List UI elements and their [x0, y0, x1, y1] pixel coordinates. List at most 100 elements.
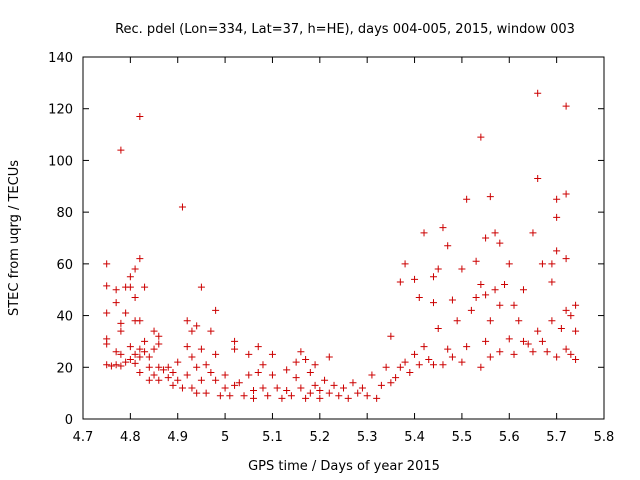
- data-point: [396, 278, 404, 286]
- data-point: [458, 265, 466, 273]
- chart-title: Rec. pdel (Lon=334, Lat=37, h=HE), days …: [115, 22, 575, 37]
- data-point: [411, 275, 419, 283]
- data-point: [145, 353, 153, 361]
- data-point: [131, 265, 139, 273]
- data-point: [112, 286, 120, 294]
- data-point: [363, 392, 371, 400]
- y-tick-label: 0: [65, 413, 73, 428]
- data-point: [245, 350, 253, 358]
- data-point: [392, 374, 400, 382]
- data-point: [562, 345, 570, 353]
- data-point: [268, 371, 276, 379]
- data-point: [491, 286, 499, 294]
- data-point: [491, 229, 499, 237]
- data-point: [160, 366, 168, 374]
- data-point: [557, 325, 565, 332]
- data-point: [553, 353, 561, 361]
- data-point: [150, 345, 158, 353]
- data-point: [553, 247, 561, 255]
- plot-frame: [82, 56, 605, 420]
- data-point: [439, 224, 447, 232]
- data-point: [254, 343, 262, 351]
- data-point: [278, 394, 286, 402]
- data-point: [103, 260, 111, 268]
- data-point: [103, 282, 111, 290]
- data-point: [519, 337, 527, 345]
- data-point: [572, 327, 580, 335]
- data-point: [548, 260, 556, 268]
- data-point: [155, 376, 163, 384]
- data-point: [188, 327, 196, 335]
- x-tick-label: 5.7: [546, 430, 567, 445]
- data-point: [245, 371, 253, 379]
- data-point: [321, 376, 329, 384]
- data-point: [117, 362, 125, 370]
- data-point: [567, 312, 575, 320]
- data-point: [572, 356, 580, 364]
- x-axis-label: GPS time / Days of year 2015: [248, 459, 440, 474]
- data-point: [377, 381, 385, 389]
- data-point: [207, 327, 215, 335]
- data-point: [524, 340, 532, 348]
- y-tick-label: 20: [56, 361, 73, 376]
- data-point: [297, 348, 305, 356]
- data-point: [515, 317, 523, 325]
- data-point: [216, 392, 224, 400]
- data-point: [325, 353, 333, 361]
- data-point: [472, 257, 480, 265]
- data-point: [311, 361, 319, 369]
- data-point: [212, 306, 220, 314]
- data-point: [164, 363, 172, 371]
- y-tick-label: 80: [56, 206, 73, 221]
- data-point: [136, 112, 144, 120]
- data-point: [226, 392, 234, 400]
- data-point: [250, 394, 258, 402]
- data-point: [145, 363, 153, 371]
- data-point: [131, 293, 139, 301]
- data-point: [212, 350, 220, 358]
- data-point: [231, 345, 239, 353]
- data-point: [572, 301, 580, 309]
- data-point: [221, 371, 229, 379]
- data-point: [505, 260, 513, 268]
- data-point: [444, 242, 452, 250]
- data-point: [155, 332, 163, 340]
- data-point: [103, 340, 111, 348]
- data-point: [482, 337, 490, 345]
- data-point: [510, 301, 518, 309]
- data-point: [136, 255, 144, 263]
- data-point: [448, 353, 456, 361]
- data-point: [358, 384, 366, 392]
- x-tick-label: 5.6: [499, 430, 520, 445]
- data-point: [306, 389, 314, 397]
- data-point: [534, 327, 542, 335]
- data-point: [382, 363, 390, 371]
- data-point: [463, 343, 471, 351]
- data-point: [439, 361, 447, 369]
- x-tick-label: 5.3: [357, 430, 378, 445]
- data-point: [164, 374, 172, 382]
- y-axis-label: STEC from uqrg / TECUs: [7, 160, 22, 316]
- data-point: [126, 356, 134, 364]
- data-point: [254, 368, 262, 376]
- data-point: [193, 363, 201, 371]
- data-point: [169, 381, 177, 389]
- data-point: [538, 337, 546, 345]
- data-point: [141, 283, 149, 291]
- data-point: [297, 384, 305, 392]
- data-point: [444, 345, 452, 353]
- data-point: [325, 389, 333, 397]
- data-point: [306, 368, 314, 376]
- data-point: [183, 371, 191, 379]
- data-point: [193, 322, 201, 330]
- data-point: [259, 384, 267, 392]
- data-point: [415, 361, 423, 369]
- data-point: [486, 353, 494, 361]
- data-point: [344, 394, 352, 402]
- data-point: [529, 229, 537, 237]
- data-point: [202, 361, 210, 369]
- data-point: [486, 193, 494, 201]
- data-point: [463, 195, 471, 203]
- data-point: [155, 340, 163, 348]
